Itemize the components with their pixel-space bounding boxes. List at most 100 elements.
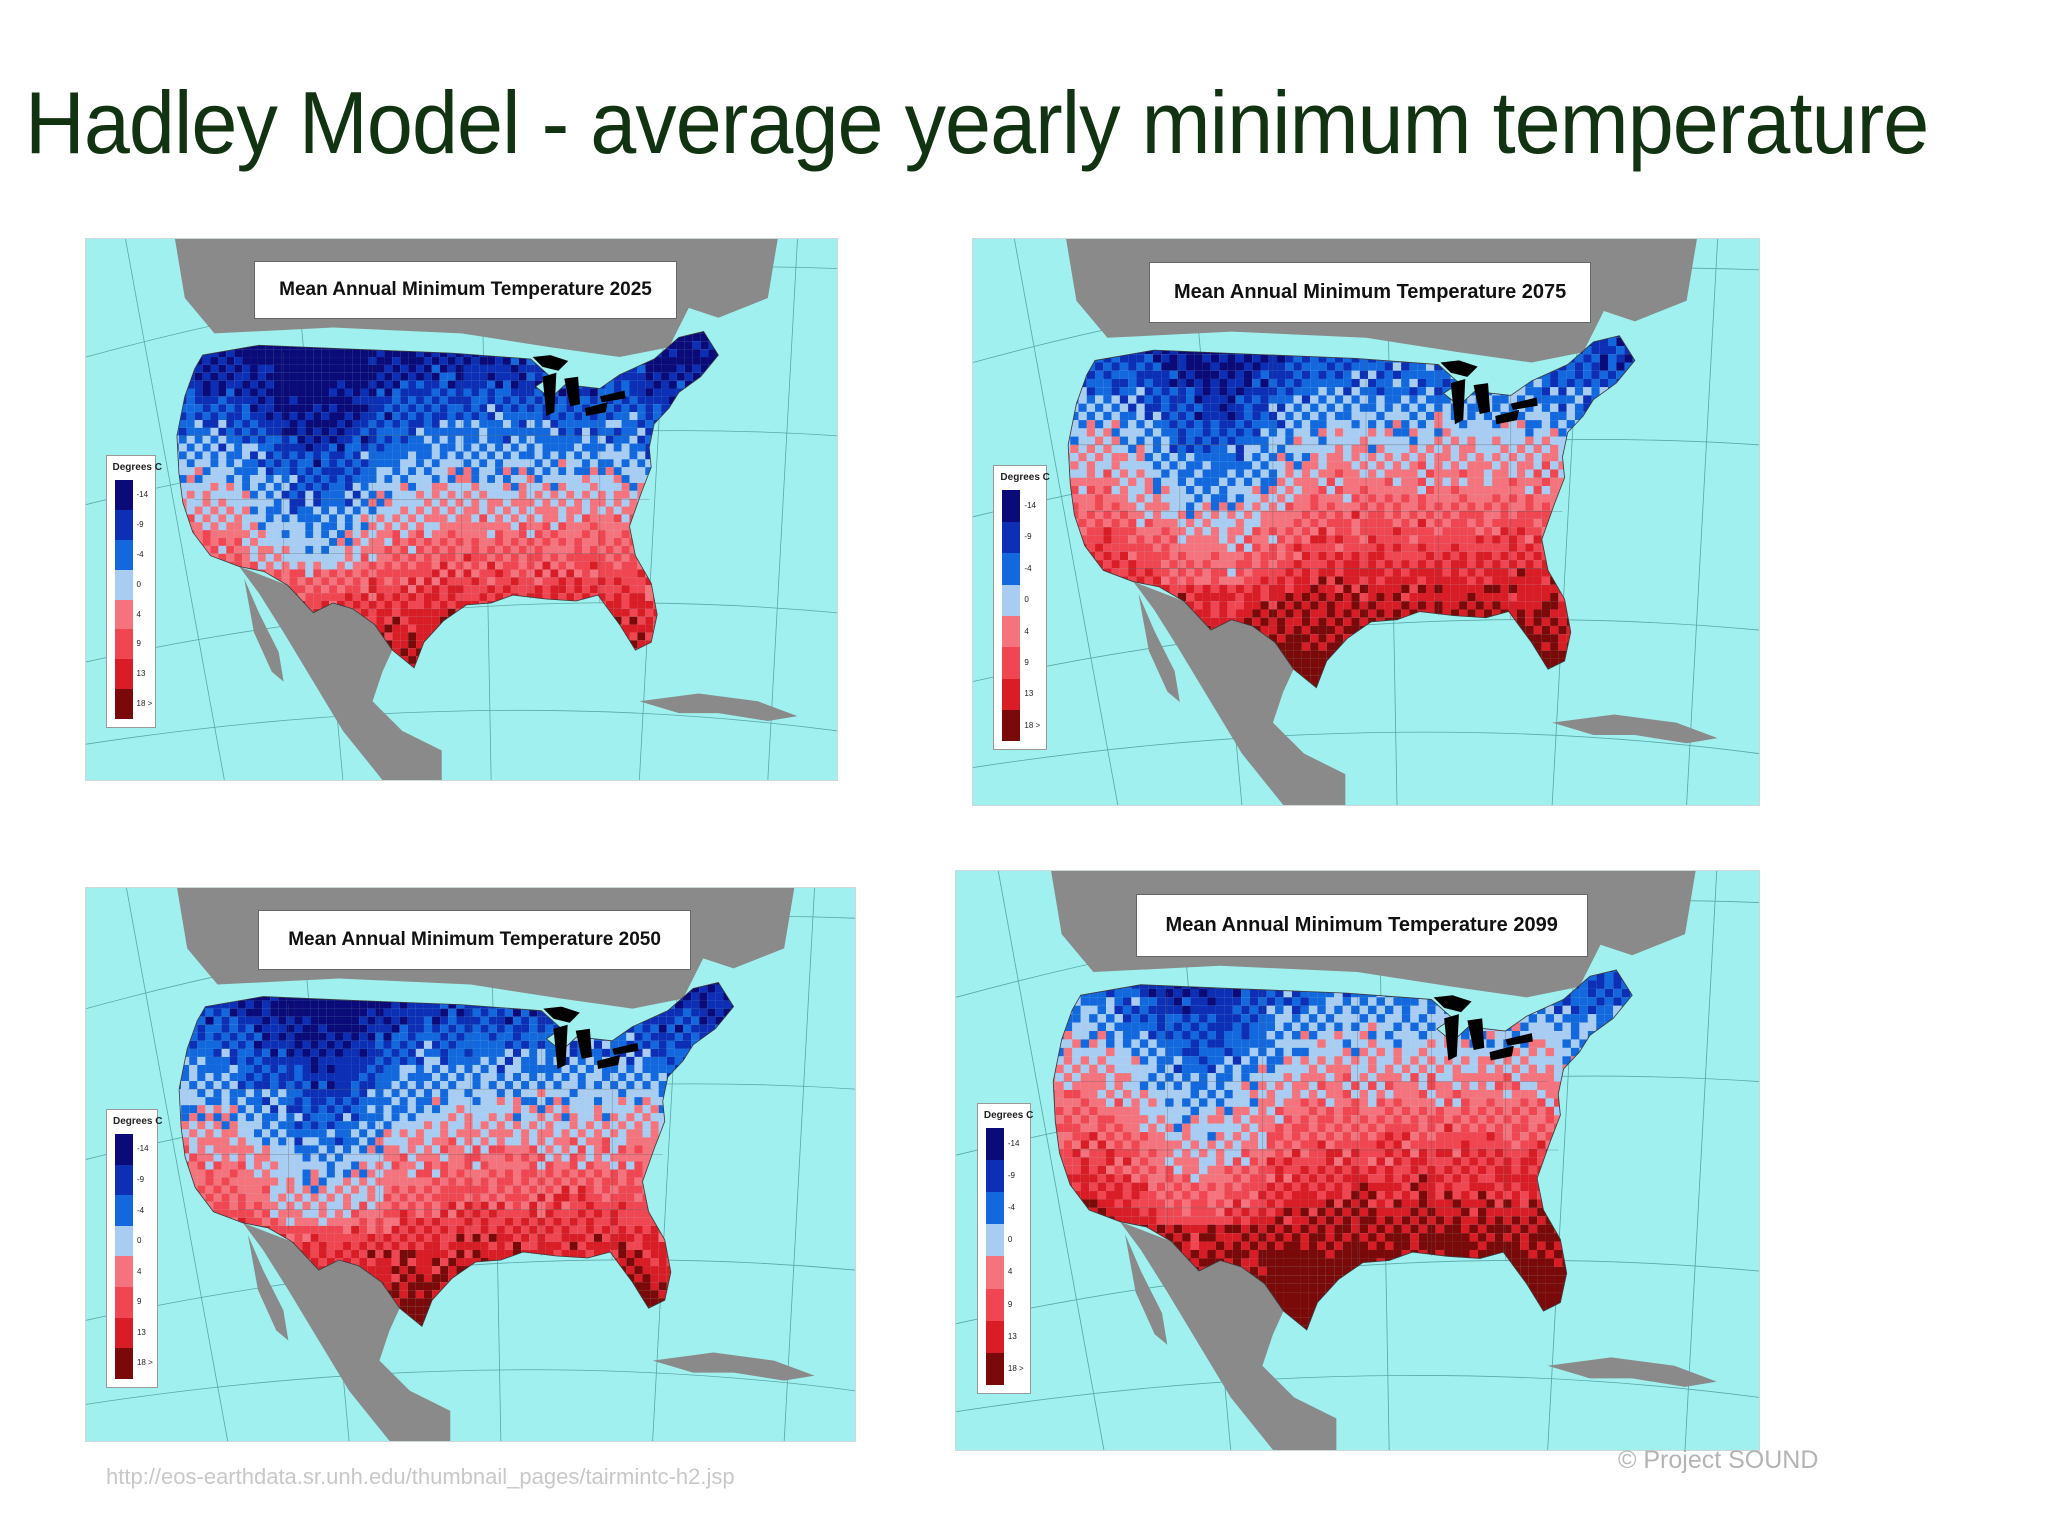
temperature-cell xyxy=(518,561,527,570)
temperature-cell xyxy=(1119,535,1129,544)
temperature-cell xyxy=(613,412,622,420)
temperature-cell xyxy=(1202,510,1211,519)
temperature-cell xyxy=(234,443,243,452)
temperature-cell xyxy=(1334,403,1344,412)
temperature-cell xyxy=(376,443,385,452)
temperature-cell xyxy=(1566,387,1575,396)
temperature-cell xyxy=(487,561,496,570)
temperature-cell xyxy=(463,357,472,365)
temperature-cell xyxy=(1326,494,1335,503)
temperature-cell xyxy=(1152,370,1162,379)
temperature-cell xyxy=(439,419,448,428)
temperature-cell xyxy=(1368,518,1377,528)
temperature-cell xyxy=(1368,403,1377,412)
temperature-cell xyxy=(455,419,464,428)
temperature-cell xyxy=(1500,502,1509,511)
temperature-cell xyxy=(574,427,583,436)
temperature-cell xyxy=(1227,494,1236,503)
temperature-cell xyxy=(1343,395,1352,404)
temperature-cell xyxy=(1285,395,1294,404)
temperature-cell xyxy=(1492,485,1501,495)
temperature-cell xyxy=(1202,502,1211,511)
temperature-cell xyxy=(558,553,567,562)
temperature-cell xyxy=(439,482,448,491)
temperature-cell xyxy=(566,585,575,594)
temperature-cell xyxy=(1541,461,1551,470)
temperature-cell xyxy=(1219,403,1228,412)
temperature-cell xyxy=(621,561,630,570)
temperature-cell xyxy=(1103,436,1112,445)
temperature-cell xyxy=(408,372,417,381)
temperature-cell xyxy=(1161,444,1170,454)
temperature-cell xyxy=(186,419,195,428)
temperature-cell xyxy=(1541,453,1551,462)
temperature-cell xyxy=(210,427,219,436)
temperature-cell xyxy=(384,593,393,601)
temperature-cell xyxy=(321,514,330,523)
temperature-cell xyxy=(313,482,322,491)
temperature-cell xyxy=(645,467,654,476)
temperature-cell xyxy=(439,467,448,476)
temperature-cell xyxy=(178,412,187,420)
temperature-cell xyxy=(1550,403,1559,412)
temperature-cell xyxy=(455,569,464,578)
temperature-cell xyxy=(1277,527,1286,536)
temperature-cell xyxy=(1103,444,1112,454)
temperature-cell xyxy=(495,545,504,554)
temperature-cell xyxy=(1475,444,1484,454)
temperature-cell xyxy=(1318,453,1327,462)
temperature-cell xyxy=(289,396,298,405)
temperature-cell xyxy=(1111,387,1120,396)
temperature-cell xyxy=(1144,502,1153,511)
temperature-cell xyxy=(1210,411,1220,421)
temperature-cell xyxy=(423,514,432,523)
temperature-cell xyxy=(1136,395,1145,404)
temperature-cell xyxy=(1425,444,1435,454)
temperature-cell xyxy=(495,435,504,444)
temperature-cell xyxy=(360,522,369,531)
temperature-cell xyxy=(1368,428,1377,437)
temperature-cell xyxy=(344,357,353,365)
temperature-cell xyxy=(1235,469,1244,478)
temperature-cell xyxy=(408,561,417,570)
temperature-cell xyxy=(463,498,472,507)
temperature-cell xyxy=(582,561,590,570)
temperature-cell xyxy=(313,435,322,444)
temperature-cell xyxy=(210,451,219,460)
temperature-cell xyxy=(597,561,606,570)
temperature-cell xyxy=(376,585,385,594)
temperature-cell xyxy=(1459,428,1468,437)
temperature-cell xyxy=(582,443,590,452)
temperature-cell xyxy=(226,522,235,531)
temperature-cell xyxy=(1483,428,1493,437)
temperature-cell xyxy=(1558,469,1567,478)
temperature-cell xyxy=(613,577,622,586)
temperature-cell xyxy=(637,640,646,649)
temperature-cell xyxy=(431,577,440,586)
temperature-cell xyxy=(218,514,227,523)
temperature-cell xyxy=(471,490,480,499)
temperature-cell xyxy=(305,467,314,476)
temperature-cell xyxy=(463,419,472,428)
temperature-cell xyxy=(1235,502,1244,511)
temperature-cell xyxy=(273,482,282,491)
temperature-cell xyxy=(431,364,440,373)
temperature-cell xyxy=(1492,477,1501,486)
temperature-cell xyxy=(1169,477,1178,486)
temperature-cell xyxy=(321,459,330,468)
temperature-cell xyxy=(408,538,417,546)
temperature-cell xyxy=(1194,387,1203,396)
temperature-cell xyxy=(447,482,456,491)
temperature-cell xyxy=(360,490,369,499)
temperature-cell xyxy=(1119,354,1129,363)
temperature-cell xyxy=(289,443,298,452)
temperature-cell xyxy=(1103,411,1112,421)
temperature-cell xyxy=(1574,387,1584,396)
temperature-cell xyxy=(1070,477,1079,486)
temperature-cell xyxy=(542,490,551,499)
temperature-cell xyxy=(542,475,551,483)
temperature-cell xyxy=(1144,436,1153,445)
temperature-cell xyxy=(439,561,448,570)
temperature-cell xyxy=(257,396,266,405)
temperature-cell xyxy=(1467,469,1476,478)
